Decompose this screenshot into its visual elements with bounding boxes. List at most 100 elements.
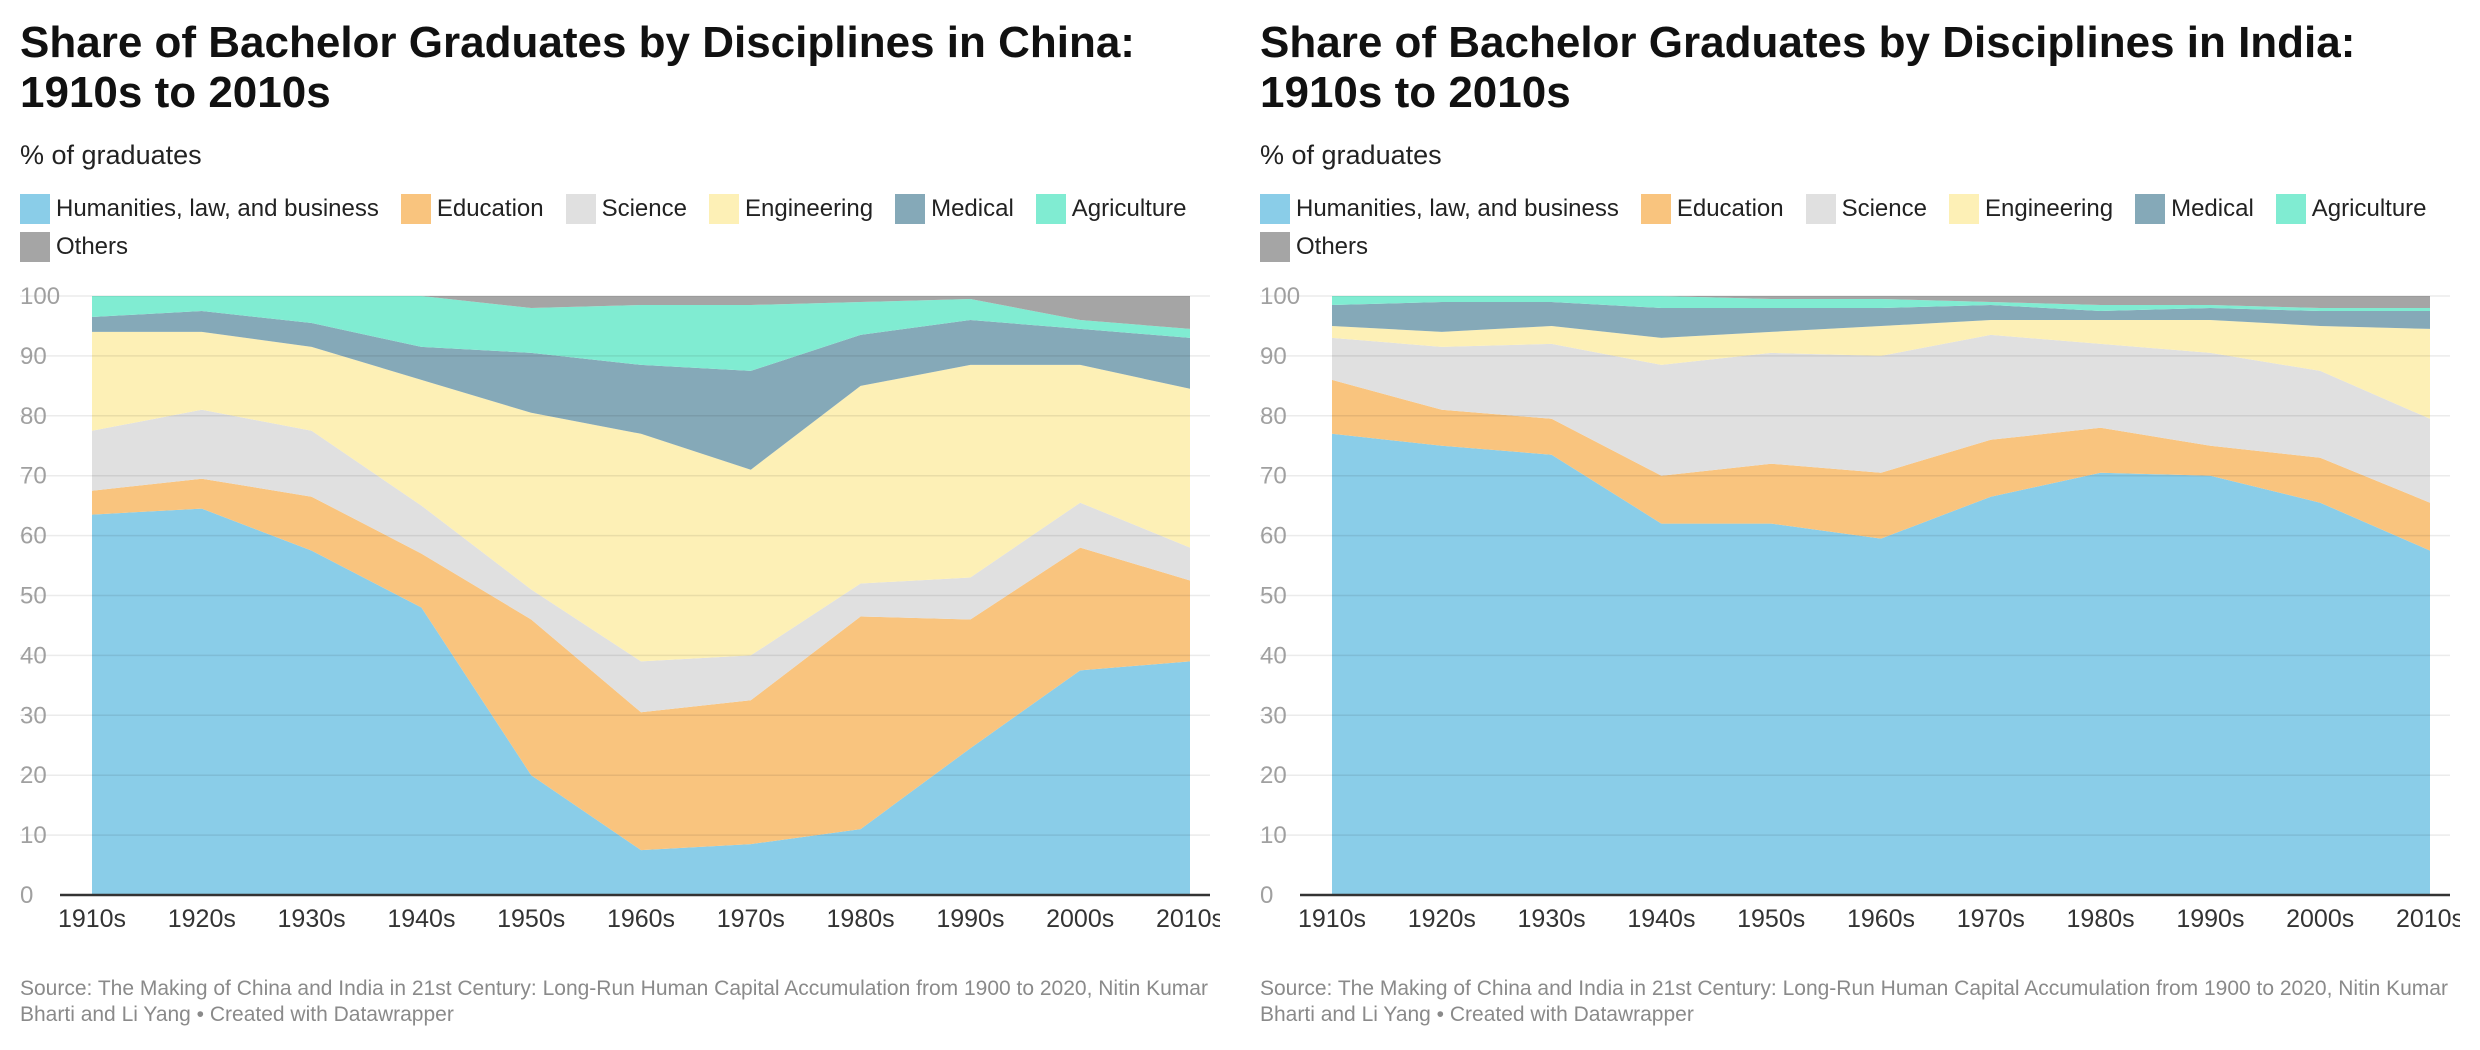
x-tick-label: 1910s — [58, 905, 126, 933]
area-science — [1332, 334, 2430, 503]
areas — [1332, 296, 2430, 895]
legend-swatch — [2135, 194, 2166, 224]
legend-swatch — [708, 194, 739, 224]
area-science — [92, 409, 1190, 713]
area-others — [1332, 296, 2430, 308]
x-tick-label: 1990s — [2176, 905, 2244, 933]
y-tick-label: 30 — [1260, 702, 1287, 729]
legend-swatch — [20, 194, 50, 224]
y-tick-label: 90 — [1260, 343, 1287, 370]
x-tick-label: 2010s — [2396, 905, 2460, 933]
area-chart-china: 0 10 20 30 40 50 60 70 80 90 100 1910s 1920s 1930s 194… — [20, 283, 1220, 933]
y-axis: 0 10 20 30 40 50 60 70 80 90 100 — [20, 283, 1210, 909]
legend-swatch — [1260, 232, 1290, 262]
y-tick-label: 100 — [20, 283, 60, 310]
legend-label: Medical — [931, 195, 1014, 222]
source-note: Source: The Making of China and India in… — [20, 977, 1208, 1026]
legend-item-agriculture: Agriculture — [1035, 194, 1187, 224]
y-tick-label: 60 — [20, 523, 47, 550]
legend-swatch — [1805, 194, 1836, 224]
legend-item-engineering: Engineering — [1948, 194, 2114, 224]
x-tick-label: 1950s — [497, 905, 565, 933]
area-humanities-law-and-business — [1332, 433, 2430, 895]
x-tick-label: 1920s — [1408, 905, 1476, 933]
area-medical — [92, 311, 1190, 470]
legend-item-humanities: Humanities, law, and business — [20, 194, 379, 224]
legend-item-science: Science — [565, 194, 687, 224]
x-tick-label: 1930s — [1518, 905, 1586, 933]
x-tick-label: 2000s — [1046, 905, 1114, 933]
legend-item-others: Others — [1260, 232, 1368, 262]
legend-label: Engineering — [744, 195, 874, 222]
legend-item-medical: Medical — [895, 194, 1014, 224]
y-tick-label: 30 — [20, 702, 47, 729]
area-engineering — [92, 331, 1190, 662]
area-agriculture — [92, 296, 1190, 371]
x-tick-label: 1930s — [278, 905, 346, 933]
area-agriculture — [1332, 296, 2430, 311]
legend-swatch — [1948, 194, 1979, 224]
legend-swatch — [20, 232, 50, 262]
y-tick-label: 0 — [20, 882, 33, 909]
x-tick-label: 1990s — [936, 905, 1004, 933]
legend-swatch — [1035, 194, 1066, 224]
legend-item-science: Science — [1805, 194, 1927, 224]
x-tick-label: 1910s — [1298, 905, 1366, 933]
y-tick-label: 100 — [1260, 283, 1300, 310]
x-tick-label: 1940s — [387, 905, 455, 933]
source-note: Source: The Making of China and India in… — [1260, 977, 2448, 1026]
y-tick-label: 20 — [20, 762, 47, 789]
area-others — [92, 296, 1190, 329]
y-tick-label: 80 — [20, 403, 47, 430]
chart-subtitle: % of graduates — [1260, 140, 1442, 170]
legend-swatch — [1260, 194, 1290, 224]
legend: Humanities, law, and business Education … — [20, 194, 1210, 262]
x-axis: 1910s 1920s 1930s 1940s 1950s 1960s 1970s 1980s… — [58, 905, 1220, 933]
chart-title: Share of Bachelor Graduates by Disciplin… — [1260, 18, 2356, 117]
x-tick-label: 1960s — [1847, 905, 1915, 933]
legend-label: Engineering — [1984, 195, 2114, 222]
x-tick-label: 1940s — [1627, 905, 1695, 933]
x-tick-label: 1950s — [1737, 905, 1805, 933]
y-tick-label: 70 — [20, 463, 47, 490]
legend-label: Humanities, law, and business — [1296, 195, 1619, 222]
legend-label: Agriculture — [1071, 195, 1187, 222]
y-tick-label: 60 — [1260, 523, 1287, 550]
x-axis: 1910s 1920s 1930s 1940s 1950s 1960s 1970s 1980s… — [1298, 905, 2460, 933]
y-tick-label: 40 — [1260, 642, 1287, 669]
legend-label: Agriculture — [2311, 195, 2427, 222]
legend-item-medical: Medical — [2135, 194, 2254, 224]
legend-label: Others — [1296, 233, 1369, 260]
legend-swatch — [1640, 194, 1671, 224]
x-tick-label: 1980s — [827, 905, 895, 933]
x-tick-label: 1960s — [607, 905, 675, 933]
chart-panel-india: Share of Bachelor Graduates by Disciplin… — [1240, 0, 2460, 1050]
legend-swatch — [2275, 194, 2306, 224]
legend-item-engineering: Engineering — [708, 194, 874, 224]
x-tick-label: 2000s — [2286, 905, 2354, 933]
legend-item-humanities: Humanities, law, and business — [1260, 194, 1619, 224]
y-tick-label: 50 — [1260, 583, 1287, 610]
x-tick-label: 2010s — [1156, 905, 1220, 933]
legend-label: Medical — [2171, 195, 2254, 222]
y-tick-label: 10 — [1260, 822, 1287, 849]
area-medical — [1332, 302, 2430, 338]
area-education — [1332, 379, 2430, 551]
chart-subtitle: % of graduates — [20, 140, 202, 170]
x-tick-label: 1980s — [2067, 905, 2135, 933]
area-humanities-law-and-business — [92, 508, 1190, 895]
y-tick-label: 90 — [20, 343, 47, 370]
legend-swatch — [400, 194, 431, 224]
x-tick-label: 1970s — [717, 905, 785, 933]
area-engineering — [1332, 320, 2430, 419]
legend-label: Education — [1676, 195, 1784, 222]
legend-item-education: Education — [1640, 194, 1784, 224]
legend-label: Science — [1841, 195, 1927, 222]
y-tick-label: 80 — [1260, 403, 1287, 430]
legend-swatch — [565, 194, 596, 224]
y-axis: 0 10 20 30 40 50 60 70 80 90 100 — [1260, 283, 2450, 909]
legend-item-others: Others — [20, 232, 128, 262]
x-tick-label: 1970s — [1957, 905, 2025, 933]
y-tick-label: 70 — [1260, 463, 1287, 490]
y-tick-label: 20 — [1260, 762, 1287, 789]
